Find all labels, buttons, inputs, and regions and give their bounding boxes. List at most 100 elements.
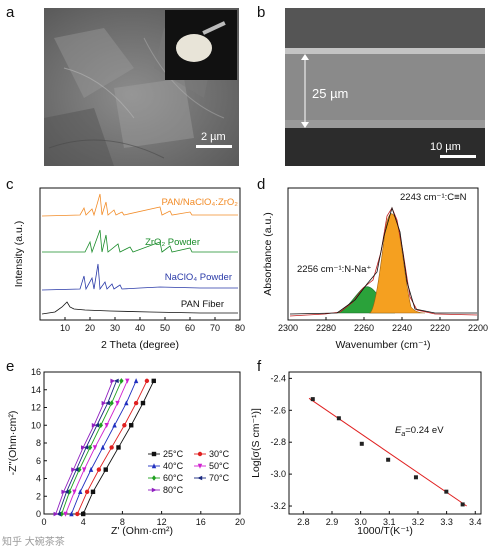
nyquist-ytick-label: 16 [31, 367, 41, 377]
arrhenius-xtick-label: 3.2 [412, 517, 425, 527]
nyquist-point [90, 489, 96, 495]
arrhenius-point [310, 397, 315, 402]
nyquist-point [105, 400, 110, 406]
ftir-xlabel: Wavenumber (cm⁻¹) [336, 339, 431, 351]
ftir-xtick-label: 2280 [316, 323, 336, 333]
ftir-xtick-label: 2240 [392, 323, 412, 333]
arrhenius-xtick-label: 3.1 [383, 517, 396, 527]
arrhenius-ticks: 2.8 2.9 3.0 3.1 3.2 3.3 3.4 -2.4 -2.6 -2.8 -3.0 -3.… [270, 373, 481, 527]
legend-label: 60°C [163, 473, 184, 483]
nyquist-point [71, 467, 77, 472]
nyquist-point [81, 511, 86, 517]
nyquist-ytick-label: 14 [31, 385, 41, 395]
arrhenius-xtick-label: 2.8 [297, 517, 310, 527]
xrd-label-naclo4: NaClO₄ Powder [165, 272, 232, 283]
nyquist-xtick-label: 16 [196, 517, 206, 527]
panel-label-f: f [257, 358, 262, 375]
legend-label: 50°C [209, 461, 230, 471]
arrhenius-point [460, 502, 465, 507]
xrd-xtick-label: 50 [160, 323, 170, 333]
nyquist-ytick-label: 12 [31, 403, 41, 413]
nyquist-ylabel: -Z''(Ohm·cm²) [7, 411, 19, 476]
xrd-chart: 10 20 30 40 50 60 70 80 2 Theta (degree) Intens… [13, 187, 245, 351]
nyquist-xlabel: Z' (Ohm·cm²) [111, 525, 173, 537]
legend-marker [197, 475, 203, 481]
xrd-xtick-label: 60 [185, 323, 195, 333]
nyquist-point [88, 466, 94, 472]
nyquist-point [67, 489, 72, 495]
xrd-ylabel: Intensity (a.u.) [13, 221, 25, 288]
arrhenius-chart: 2.8 2.9 3.0 3.1 3.2 3.3 3.4 -2.4 -2.6 -2.8 -3.0 -3.… [250, 371, 482, 537]
xrd-trace-pan-fiber [41, 301, 238, 315]
arrhenius-ytick-label: -2.6 [270, 405, 286, 415]
xrd-label-zro2: ZrO₂ Powder [145, 237, 200, 248]
xrd-trace-naclo4 [41, 263, 238, 291]
nyquist-point [133, 400, 139, 406]
xrd-xlabel: 2 Theta (degree) [101, 339, 179, 351]
nyquist-point [59, 511, 64, 517]
ftir-xtick-label: 2260 [354, 323, 374, 333]
arrhenius-point [444, 489, 449, 494]
nyquist-ytick-label: 8 [36, 438, 41, 448]
legend-label: 25°C [163, 449, 184, 459]
ftir-peak-cn [368, 213, 426, 314]
panel-d: d 2300 2280 2260 2240 2220 2200 Wavenumber (c… [245, 172, 490, 352]
arrhenius-fit-line [308, 397, 467, 507]
arrhenius-xtick-label: 2.9 [326, 517, 339, 527]
panel-label-e: e [6, 358, 15, 375]
nyquist-point [78, 489, 83, 495]
nyquist-point [119, 378, 124, 384]
nyquist-xtick-label: 8 [120, 517, 125, 527]
ftir-xtick-label: 2220 [430, 323, 450, 333]
arrhenius-point [386, 457, 391, 462]
arrhenius-xtick-label: 3.4 [469, 517, 482, 527]
nyquist-xtick-label: 0 [41, 517, 46, 527]
nyquist-point [144, 378, 150, 384]
arrhenius-xtick-label: 3.3 [440, 517, 453, 527]
panel-e: e 0 4 8 12 16 20 0 2 4 6 8 10 12 14 16 25°C 30°C 40°C 50°… [0, 352, 245, 548]
nyquist-point [61, 489, 67, 495]
arrhenius-ytick-label: -2.4 [270, 373, 286, 383]
nyquist-ytick-label: 2 [36, 491, 41, 501]
ftir-peak-label-nna: 2256 cm⁻¹:N-Na⁺ [297, 264, 371, 275]
arrhenius-ytick-label: -2.8 [270, 437, 286, 447]
ftir-spectrum [289, 207, 478, 317]
nyquist-xtick-label: 12 [157, 517, 167, 527]
nyquist-point [104, 423, 109, 428]
xrd-xtick-label: 70 [210, 323, 220, 333]
xrd-trace-pan-naclo4-zro2 [41, 193, 238, 217]
panel-a: a 2 µm [0, 0, 245, 172]
ftir-xtick-label: 2200 [468, 323, 488, 333]
panel-label-d: d [257, 176, 266, 193]
nyquist-series [53, 378, 156, 517]
arrhenius-plot [308, 397, 467, 507]
nyquist-point [116, 445, 121, 450]
panel-label-c: c [6, 176, 14, 193]
panel-b: b 25 µm 10 µm [245, 0, 490, 172]
legend-label: 40°C [163, 461, 184, 471]
nyquist-legend: 25°C 30°C 40°C 50°C 60°C 70°C 80°C [148, 449, 230, 495]
scale-bar-b: 10 µm [430, 141, 461, 153]
nyquist-point [112, 422, 117, 428]
legend-marker [151, 451, 157, 457]
nyquist-point [92, 445, 98, 451]
sem-image-b: 25 µm 10 µm [285, 8, 485, 166]
panel-c: c 10 20 30 40 50 60 70 80 2 Theta (degree) Inte… [0, 172, 245, 352]
nyquist-point [63, 511, 68, 517]
nyquist-point [81, 467, 87, 473]
nyquist-ytick-label: 0 [36, 509, 41, 519]
ftir-chart: 2300 2280 2260 2240 2220 2200 Wavenumber (cm⁻… [262, 187, 488, 351]
legend-marker [151, 487, 157, 493]
legend-label: 70°C [209, 473, 230, 483]
xrd-xtick-label: 40 [135, 323, 145, 333]
scale-bar-a: 2 µm [201, 131, 226, 143]
nyquist-point [87, 444, 93, 451]
nyquist-point [100, 444, 105, 450]
arrhenius-ylabel: Log[σ(S cm⁻¹)] [250, 408, 262, 478]
legend-label: 80°C [163, 485, 184, 495]
arrhenius-xtick-label: 3.0 [354, 517, 367, 527]
nyquist-point [110, 378, 116, 384]
watermark: 知乎 大碗茶茶 [2, 537, 65, 548]
nyquist-point [125, 378, 130, 384]
nyquist-point [122, 423, 127, 428]
